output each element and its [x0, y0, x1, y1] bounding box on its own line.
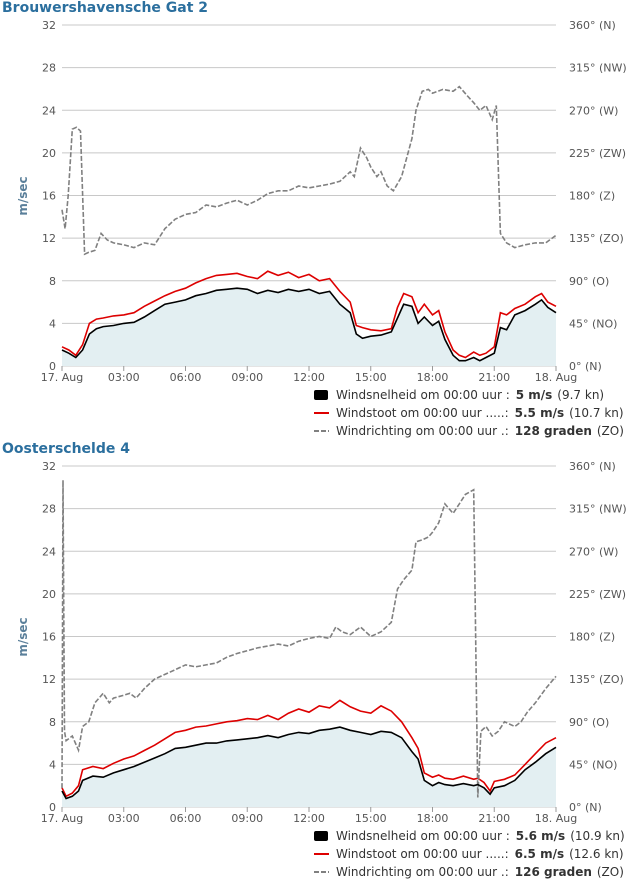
- legend-entry: Windsnelheid om 00:00 uur : 5 m/s (9.7 kn): [336, 388, 604, 402]
- legend-extra: (12.6 kn): [569, 847, 623, 861]
- legend-value: 5 m/s: [516, 388, 553, 402]
- y-axis-label: m/sec: [16, 617, 30, 656]
- legend-extra: (10.9 kn): [570, 829, 624, 843]
- y-right-tick-label: 315° (NW): [569, 503, 627, 516]
- x-tick-label: 09:00: [231, 371, 263, 384]
- legend-entry: Windstoot om 00:00 uur .....: 5.5 m/s (10.…: [336, 406, 624, 420]
- x-tick-label: 15:00: [355, 812, 387, 825]
- y-right-tick-label: 315° (NW): [569, 62, 627, 75]
- station-title: Brouwershavensche Gat 2: [2, 0, 209, 16]
- y-tick-label: 24: [42, 545, 56, 558]
- x-tick-label: 12:00: [293, 371, 325, 384]
- x-tick-label: 18:00: [417, 812, 449, 825]
- y-right-tick-label: 90° (O): [569, 716, 609, 729]
- x-tick-label: 21:00: [478, 812, 510, 825]
- x-tick-label: 18. Aug: [535, 812, 577, 825]
- y-tick-label: 28: [42, 503, 56, 516]
- y-tick-label: 0: [49, 360, 56, 373]
- y-right-tick-label: 360° (N): [569, 19, 616, 32]
- y-right-tick-label: 0° (N): [569, 360, 602, 373]
- x-tick-label: 12:00: [293, 812, 325, 825]
- y-tick-label: 8: [49, 716, 56, 729]
- gust-line: [61, 699, 557, 798]
- y-right-tick-label: 135° (ZO): [569, 673, 624, 686]
- legend-entry: Windrichting om 00:00 uur .: 128 graden (Z…: [336, 424, 624, 438]
- legend-value: 5.6 m/s: [516, 829, 565, 843]
- y-right-tick-label: 225° (ZW): [569, 147, 626, 160]
- y-tick-label: 0: [49, 801, 56, 814]
- legend-value: 5.5 m/s: [515, 406, 564, 420]
- x-tick-label: 03:00: [108, 371, 140, 384]
- x-tick-label: 06:00: [170, 812, 202, 825]
- wind-chart: 0 0° (N) 4 45° (NO) 8 90° (O) 12 135° (ZO) 16 180…: [16, 19, 627, 438]
- y-tick-label: 32: [42, 19, 56, 32]
- legend-label: Windstoot om 00:00 uur .....:: [336, 406, 509, 420]
- legend-label: Windsnelheid om 00:00 uur :: [336, 388, 510, 402]
- direction-line: [61, 480, 557, 798]
- legend-label: Windstoot om 00:00 uur .....:: [336, 847, 509, 861]
- y-tick-label: 20: [42, 588, 56, 601]
- y-right-tick-label: 45° (NO): [569, 758, 617, 771]
- legend-label: Windsnelheid om 00:00 uur :: [336, 829, 510, 843]
- legend-value: 126 graden: [515, 865, 592, 879]
- y-tick-label: 16: [42, 190, 56, 203]
- legend-entry: Windsnelheid om 00:00 uur : 5.6 m/s (10.9 …: [336, 829, 625, 843]
- legend-label: Windrichting om 00:00 uur .:: [336, 424, 509, 438]
- x-tick-label: 06:00: [170, 371, 202, 384]
- speed-area: [62, 288, 556, 366]
- x-tick-label: 09:00: [231, 812, 263, 825]
- x-tick-label: 21:00: [478, 371, 510, 384]
- gust-line: [61, 270, 557, 359]
- x-tick-label: 17. Aug: [41, 371, 83, 384]
- x-tick-label: 17. Aug: [41, 812, 83, 825]
- x-tick-label: 03:00: [108, 812, 140, 825]
- y-right-tick-label: 180° (Z): [569, 190, 615, 203]
- x-tick-label: 18:00: [417, 371, 449, 384]
- legend-extra: (ZO): [597, 424, 624, 438]
- y-right-tick-label: 270° (W): [569, 545, 618, 558]
- legend-label: Windrichting om 00:00 uur .:: [336, 865, 509, 879]
- y-tick-label: 4: [49, 758, 56, 771]
- y-right-tick-label: 270° (W): [569, 104, 618, 117]
- legend-key-speed: [314, 831, 328, 841]
- y-right-tick-label: 90° (O): [569, 275, 609, 288]
- station-panel-2: Oosterschelde 4 0 0° (N) 4 45° (NO) 8 90° (O)…: [0, 441, 631, 883]
- legend-extra: (10.7 kn): [569, 406, 623, 420]
- legend-extra: (ZO): [597, 865, 624, 879]
- speed-area: [62, 727, 556, 807]
- legend-value: 128 graden: [515, 424, 592, 438]
- y-tick-label: 32: [42, 460, 56, 473]
- y-tick-label: 12: [42, 673, 56, 686]
- station-title: Oosterschelde 4: [2, 441, 130, 457]
- wind-chart: 0 0° (N) 4 45° (NO) 8 90° (O) 12 135° (ZO) 16 180…: [16, 460, 627, 879]
- legend-value: 6.5 m/s: [515, 847, 564, 861]
- y-tick-label: 28: [42, 62, 56, 75]
- legend-key-speed: [314, 390, 328, 400]
- speed-line: [61, 287, 557, 362]
- y-right-tick-label: 45° (NO): [569, 317, 617, 330]
- legend-entry: Windstoot om 00:00 uur .....: 6.5 m/s (12.…: [336, 847, 624, 861]
- y-right-tick-label: 180° (Z): [569, 631, 615, 644]
- y-right-tick-label: 135° (ZO): [569, 232, 624, 245]
- y-tick-label: 24: [42, 104, 56, 117]
- y-right-tick-label: 360° (N): [569, 460, 616, 473]
- y-tick-label: 20: [42, 147, 56, 160]
- y-right-tick-label: 225° (ZW): [569, 588, 626, 601]
- y-axis-label: m/sec: [16, 176, 30, 215]
- y-tick-label: 12: [42, 232, 56, 245]
- station-panel-1: Brouwershavensche Gat 2 0 0° (N) 4 45° (NO)…: [0, 0, 631, 441]
- legend-extra: (9.7 kn): [557, 388, 604, 402]
- y-tick-label: 4: [49, 317, 56, 330]
- x-tick-label: 15:00: [355, 371, 387, 384]
- direction-line: [61, 85, 557, 256]
- speed-line: [61, 726, 557, 800]
- y-right-tick-label: 0° (N): [569, 801, 602, 814]
- legend-entry: Windrichting om 00:00 uur .: 126 graden (Z…: [336, 865, 624, 879]
- x-tick-label: 18. Aug: [535, 371, 577, 384]
- y-tick-label: 8: [49, 275, 56, 288]
- y-tick-label: 16: [42, 631, 56, 644]
